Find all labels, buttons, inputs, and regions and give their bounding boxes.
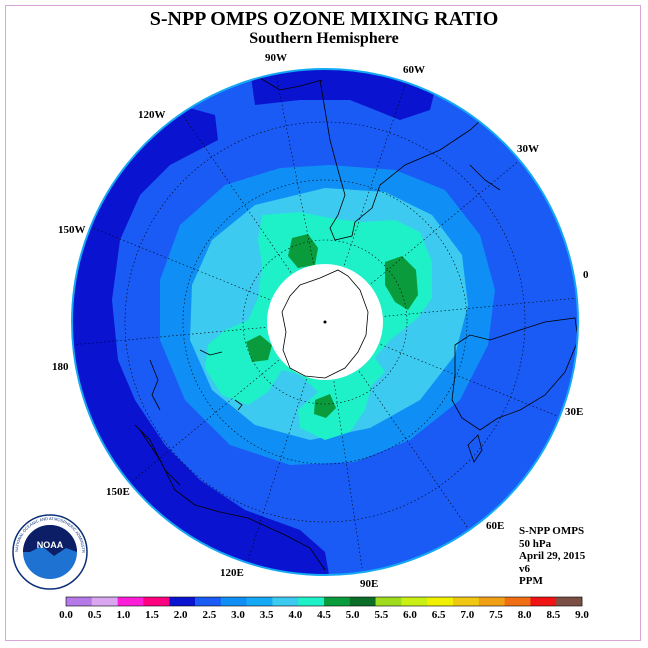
lon-label-60e: 60E [486,520,504,532]
colorbar-swatch [427,597,454,606]
chart-subtitle: Southern Hemisphere [249,30,399,47]
colorbar-swatch [298,597,325,606]
lon-label-150e: 150E [106,486,130,498]
colorbar-tick-label: 5.0 [346,609,360,621]
colorbar-tick-label: 0.0 [59,609,73,621]
graticule [75,77,575,569]
colorbar-swatch [169,597,196,606]
colorbar-tick-label: 8.5 [546,609,560,621]
colorbar-swatch [401,597,428,606]
colorbar-tick-label: 9.0 [575,609,589,621]
colorbar-tick-label: 5.5 [374,609,388,621]
lon-label-30e: 30E [565,406,583,418]
info-version: v6 [519,562,530,575]
colorbar-tick-label: 1.0 [116,609,130,621]
colorbar-swatch [117,597,144,606]
colorbar-tick-label: 8.0 [518,609,532,621]
chart-title: S-NPP OMPS OZONE MIXING RATIO [149,8,499,30]
lon-label-60w: 60W [403,64,425,76]
lon-label-180: 180 [52,361,69,373]
colorbar-tick-label: 4.5 [317,609,331,621]
band-4-5-b [385,256,418,310]
info-block: S-NPP OMPS 50 hPa April 29, 2015 v6 PPM [519,525,585,588]
colorbar-swatch [66,597,93,606]
colorbar-tick-label: 4.0 [288,609,302,621]
colorbar-tick-label: 1.5 [145,609,159,621]
logo-bird [23,525,77,556]
logo-text: NOAA [37,540,64,550]
antarctica-coast [281,269,369,379]
band-4-5-a [288,234,318,268]
colorbar-tick-label: 3.0 [231,609,245,621]
longitude-labels: 90W 60W 30W 0 30E 60E 90E 120E 150E 180 … [52,52,589,590]
colorbar-tick-label: 6.0 [403,609,417,621]
band-2-0-north [250,70,440,120]
coastlines [134,74,578,571]
lon-label-30w: 30W [517,143,539,155]
colorbar-swatch [504,597,531,606]
colorbar-swatch [349,597,376,606]
colorbar-tick-label: 3.5 [260,609,274,621]
colorbar-swatch [478,597,505,606]
band-4-5-d [314,394,336,418]
lon-label-0: 0 [583,269,589,281]
band-4-5-c [246,335,272,362]
band-2-0 [72,100,330,575]
colorbar-swatch [143,597,170,606]
colorbar-tick-label: 0.5 [88,609,102,621]
logo-ring-text: NATIONAL OCEANIC AND ATMOSPHERIC ADMINIS… [0,0,86,553]
colorbar-swatch [324,597,351,606]
colorbar [65,596,583,607]
info-units: PPM [519,575,543,587]
lon-label-150w: 150W [58,224,86,236]
lon-label-120e: 120E [220,567,244,579]
lon-label-120w: 120W [138,109,166,121]
info-level: 50 hPa [519,537,552,550]
south-pole-marker [323,320,327,324]
colorbar-tick-label: 7.5 [489,609,503,621]
colorbar-labels: 0.0 0.5 1.0 1.5 2.0 2.5 3.0 3.5 4.0 4.5 5.0 5.5 6.0 6… [59,609,589,621]
info-instrument: S-NPP OMPS [519,525,585,537]
colorbar-swatch [453,597,480,606]
map-border [71,68,579,576]
colorbar-swatch [195,597,222,606]
info-date: April 29, 2015 [519,550,586,562]
colorbar-tick-label: 7.0 [460,609,474,621]
colorbar-tick-label: 6.5 [432,609,446,621]
colorbar-swatch [220,597,247,606]
colorbar-tick-label: 2.5 [202,609,216,621]
colorbar-tick-label: 2.0 [174,609,188,621]
figure-frame [5,5,641,641]
colorbar-swatch [530,597,557,606]
colorbar-outline [65,596,583,607]
lon-label-90w: 90W [265,52,287,64]
lon-label-90e: 90E [360,578,378,590]
colorbar-swatch [91,597,118,606]
colorbar-swatch [375,597,402,606]
colorbar-swatch [272,597,299,606]
colorbar-swatch [246,597,273,606]
colorbar-swatch [556,597,583,606]
